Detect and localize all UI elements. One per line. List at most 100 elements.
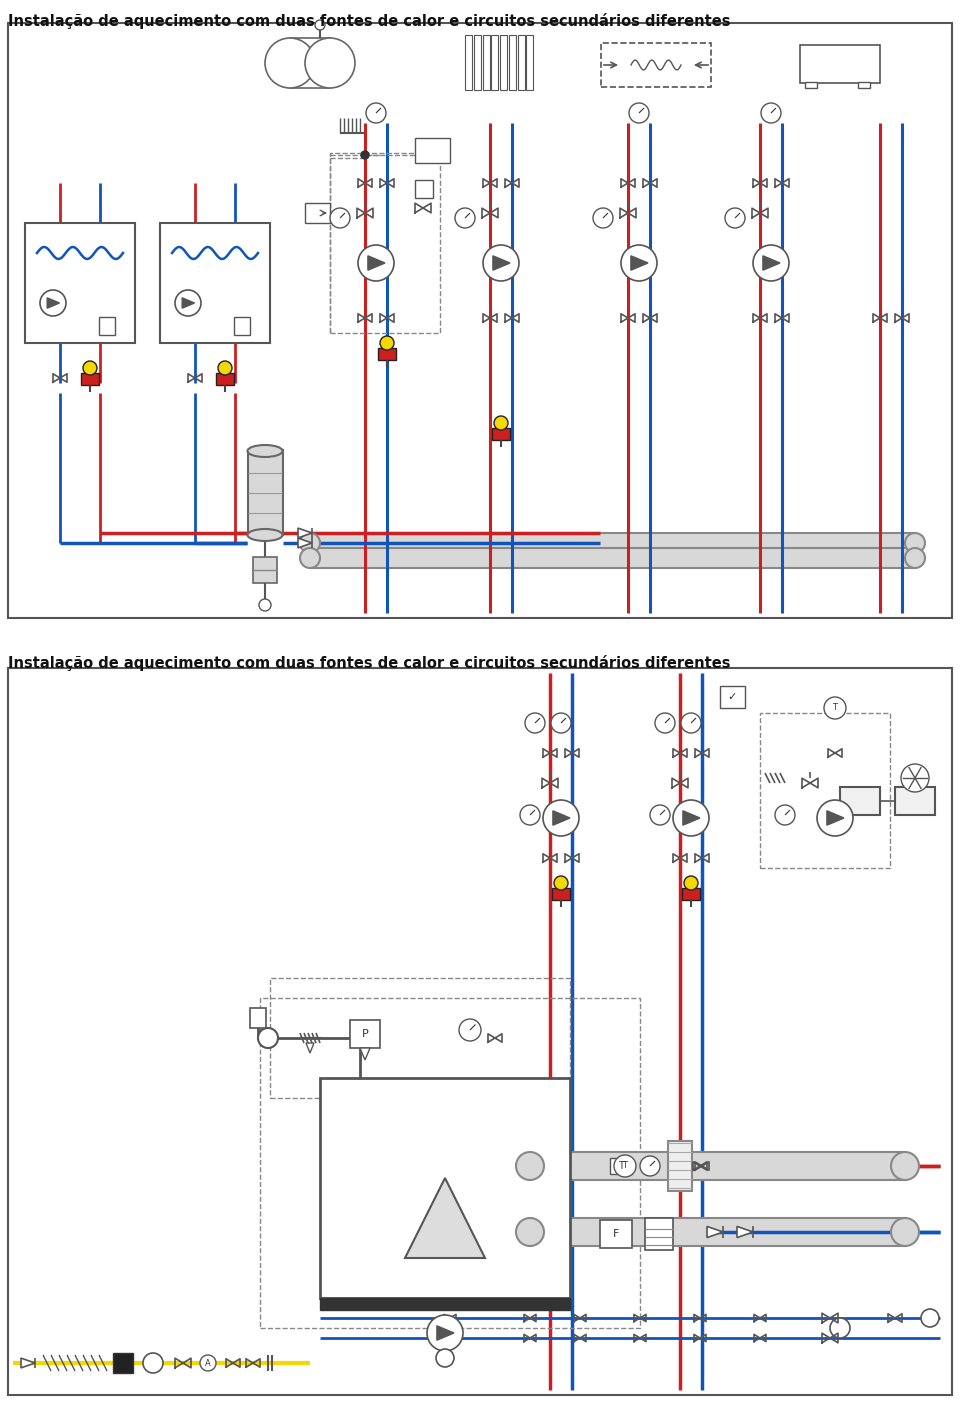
Bar <box>483 35 490 90</box>
Polygon shape <box>827 811 844 825</box>
Bar <box>509 35 516 90</box>
Bar <box>378 348 396 360</box>
Bar <box>668 1142 692 1191</box>
Bar <box>858 82 870 88</box>
Circle shape <box>83 360 97 374</box>
Text: F: F <box>612 1229 619 1239</box>
Bar <box>526 35 533 90</box>
Polygon shape <box>763 256 780 270</box>
Polygon shape <box>47 298 60 308</box>
Bar <box>840 787 880 815</box>
Bar <box>248 449 283 536</box>
Bar <box>415 179 433 198</box>
Circle shape <box>725 208 745 227</box>
Bar <box>530 1218 905 1246</box>
Circle shape <box>300 533 320 552</box>
Circle shape <box>143 1354 163 1373</box>
Circle shape <box>543 800 579 836</box>
Ellipse shape <box>248 528 282 541</box>
Circle shape <box>259 599 271 610</box>
Circle shape <box>681 714 701 733</box>
Bar <box>113 1354 133 1373</box>
Circle shape <box>655 714 675 733</box>
Circle shape <box>593 208 613 227</box>
Polygon shape <box>298 528 312 538</box>
Text: T: T <box>622 1161 628 1170</box>
Bar <box>601 42 711 88</box>
Circle shape <box>901 764 929 793</box>
Polygon shape <box>631 256 648 270</box>
Bar <box>250 1007 266 1029</box>
Bar <box>682 887 700 900</box>
Bar <box>552 887 570 900</box>
Bar <box>25 223 135 343</box>
Bar <box>610 1159 632 1174</box>
Text: A: A <box>205 1358 211 1368</box>
Ellipse shape <box>248 445 282 456</box>
Bar <box>805 82 817 88</box>
Circle shape <box>824 697 846 719</box>
Circle shape <box>40 290 66 317</box>
Bar <box>760 714 890 868</box>
Polygon shape <box>683 811 700 825</box>
Circle shape <box>614 1154 636 1177</box>
Circle shape <box>366 103 386 123</box>
Circle shape <box>200 1355 216 1371</box>
Text: ✓: ✓ <box>728 692 736 702</box>
Circle shape <box>905 533 925 552</box>
Circle shape <box>258 1029 278 1048</box>
Circle shape <box>218 360 232 374</box>
Text: Instalação de aquecimento com duas fontes de calor e circuitos secundários difer: Instalação de aquecimento com duas fonte… <box>8 13 731 30</box>
Bar <box>473 35 481 90</box>
Bar <box>645 1218 673 1251</box>
Circle shape <box>520 805 540 825</box>
Circle shape <box>494 415 508 430</box>
Bar <box>310 533 915 552</box>
Bar <box>81 373 99 384</box>
Bar <box>415 138 450 162</box>
Text: T: T <box>618 1161 624 1171</box>
Circle shape <box>483 244 519 281</box>
Circle shape <box>753 244 789 281</box>
Bar <box>600 1219 632 1248</box>
Text: Instalação de aquecimento com duas fontes de calor e circuitos secundários difer: Instalação de aquecimento com duas fonte… <box>8 656 731 671</box>
Bar <box>253 557 277 584</box>
Circle shape <box>358 244 394 281</box>
Bar <box>530 1152 905 1180</box>
Circle shape <box>427 1316 463 1351</box>
Text: T: T <box>832 704 837 712</box>
Bar <box>720 685 745 708</box>
Bar <box>290 38 330 88</box>
Bar <box>8 23 952 617</box>
Bar <box>350 1020 380 1048</box>
Circle shape <box>525 714 545 733</box>
Circle shape <box>330 208 350 227</box>
Polygon shape <box>492 256 510 270</box>
Polygon shape <box>368 256 385 270</box>
Bar <box>305 203 330 223</box>
Bar <box>234 317 250 335</box>
Circle shape <box>817 800 853 836</box>
Circle shape <box>830 1318 850 1338</box>
Circle shape <box>684 876 698 890</box>
Polygon shape <box>737 1226 753 1238</box>
Circle shape <box>265 38 315 88</box>
Circle shape <box>175 290 201 317</box>
Circle shape <box>621 244 657 281</box>
Text: P: P <box>362 1029 369 1039</box>
Bar <box>330 153 440 333</box>
Circle shape <box>650 805 670 825</box>
Bar <box>492 35 498 90</box>
Circle shape <box>516 1218 544 1246</box>
Circle shape <box>629 103 649 123</box>
Bar <box>895 787 935 815</box>
Circle shape <box>361 151 369 160</box>
Circle shape <box>315 20 325 30</box>
Circle shape <box>905 548 925 568</box>
Circle shape <box>673 800 709 836</box>
Polygon shape <box>360 1048 370 1060</box>
Polygon shape <box>298 538 312 548</box>
Circle shape <box>436 1349 454 1366</box>
Circle shape <box>380 336 394 350</box>
Circle shape <box>891 1218 919 1246</box>
